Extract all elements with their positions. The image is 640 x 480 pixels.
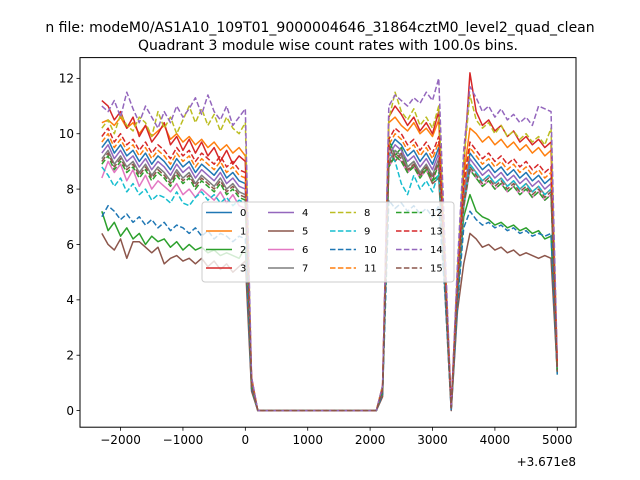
legend-label-12: 12	[430, 208, 443, 219]
axes-frame	[79, 57, 577, 428]
legend-label-4: 4	[302, 208, 308, 219]
y-tick-label: 4	[66, 293, 74, 307]
x-tick-label: 3000	[417, 433, 448, 447]
y-tick-label: 0	[66, 404, 74, 418]
y-tick-label: 8	[66, 182, 74, 196]
figure-suptitle: n file: modeM0/AS1A10_109T01_9000004646_…	[45, 20, 594, 36]
series-line-15	[101, 152, 559, 412]
legend-label-11: 11	[364, 264, 377, 275]
y-axis: 0 2 4 6 8 10 12	[59, 72, 80, 418]
legend-label-5: 5	[302, 227, 308, 238]
x-tick-label: 4000	[480, 433, 511, 447]
legend-box	[201, 201, 455, 283]
legend-label-15: 15	[430, 264, 443, 275]
x-axis-offset-text: +3.671e8	[517, 455, 576, 469]
legend-label-2: 2	[240, 245, 246, 256]
series-line-14	[101, 77, 559, 412]
y-tick-label: 6	[66, 238, 74, 252]
series-line-13	[101, 127, 559, 412]
x-axis: −2000 −1000 0 1000 2000 3000 4000 5000	[100, 427, 573, 447]
legend-label-7: 7	[302, 264, 308, 275]
x-tick-label: 1000	[292, 433, 323, 447]
x-tick-label: −2000	[100, 433, 141, 447]
legend-label-9: 9	[364, 227, 370, 238]
chart-title: Quadrant 3 module wise count rates with …	[138, 38, 518, 54]
legend-label-0: 0	[240, 208, 246, 219]
legend-label-1: 1	[240, 227, 246, 238]
x-tick-label: −1000	[163, 433, 204, 447]
legend-label-6: 6	[302, 245, 308, 256]
x-tick-label: 0	[242, 433, 250, 447]
y-tick-label: 12	[59, 72, 74, 86]
y-tick-label: 10	[59, 127, 74, 141]
legend-label-8: 8	[364, 208, 370, 219]
legend-label-3: 3	[240, 264, 246, 275]
legend-label-14: 14	[430, 245, 443, 256]
x-tick-label: 5000	[542, 433, 573, 447]
legend-label-13: 13	[430, 227, 443, 238]
y-tick-label: 2	[66, 349, 74, 363]
legend-label-10: 10	[364, 245, 377, 256]
x-tick-label: 2000	[355, 433, 386, 447]
series-layer	[101, 72, 559, 412]
